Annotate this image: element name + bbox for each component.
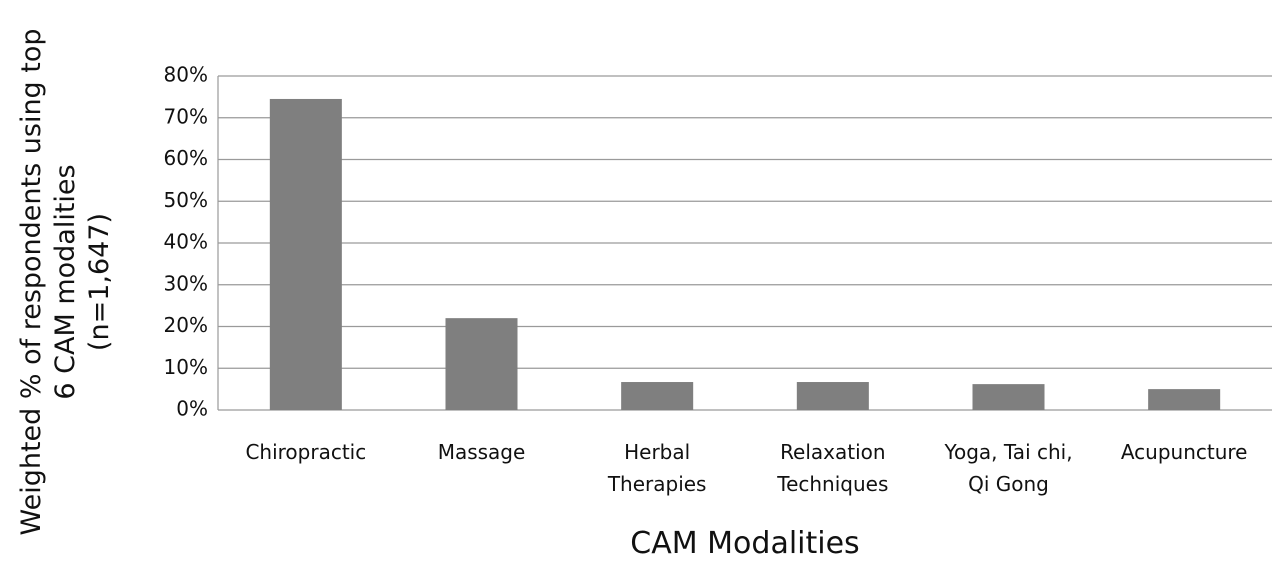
x-tick-label: Relaxation Techniques bbox=[777, 440, 889, 496]
y-tick-label: 60% bbox=[164, 146, 208, 170]
y-axis-label: Weighted % of respondents using top 6 CA… bbox=[16, 28, 115, 536]
y-tick-label: 10% bbox=[164, 355, 208, 379]
x-tick-label: Chiropractic bbox=[245, 440, 367, 464]
y-tick-label: 0% bbox=[176, 397, 208, 421]
bar bbox=[972, 384, 1045, 410]
bar bbox=[1148, 389, 1221, 410]
bar bbox=[445, 318, 518, 410]
y-tick-label: 30% bbox=[164, 271, 208, 295]
bar bbox=[796, 382, 869, 410]
x-tick-label: Massage bbox=[437, 440, 526, 464]
y-tick-label: 20% bbox=[164, 313, 208, 337]
y-tick-label: 40% bbox=[164, 230, 208, 254]
x-axis-label: CAM Modalities bbox=[630, 526, 860, 561]
x-tick-label: Yoga, Tai chi, Qi Gong bbox=[944, 440, 1073, 496]
x-tick-label: Acupuncture bbox=[1120, 440, 1248, 464]
y-tick-label: 70% bbox=[164, 104, 208, 128]
y-tick-label: 80% bbox=[164, 63, 208, 87]
bar bbox=[269, 98, 342, 411]
x-tick-label: Herbal Therapies bbox=[607, 440, 707, 496]
y-tick-label: 50% bbox=[164, 188, 208, 212]
bar bbox=[621, 382, 694, 410]
